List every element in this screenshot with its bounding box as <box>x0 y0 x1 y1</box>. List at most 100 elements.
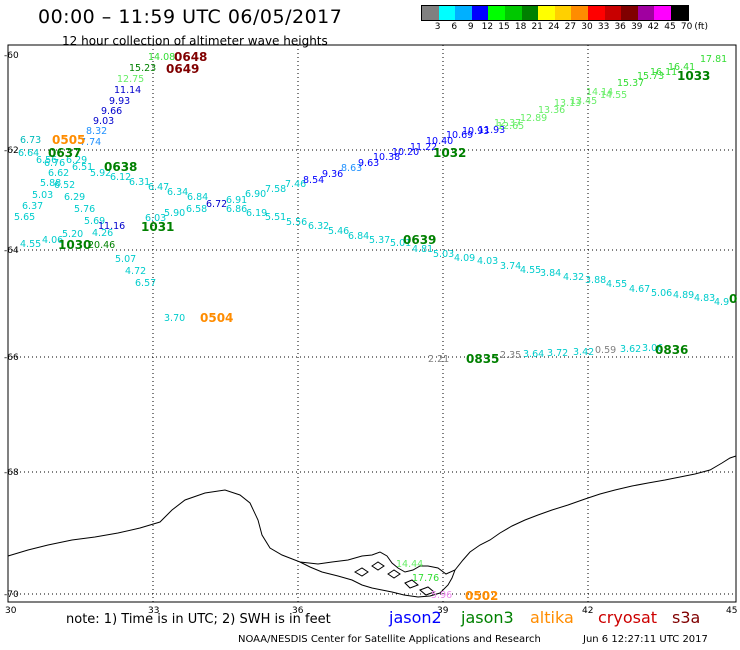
swh-value: 9.03 <box>93 116 114 127</box>
swh-value: 6.56 <box>36 155 57 166</box>
color-scale-label: 27 <box>564 22 577 32</box>
swh-value: 6.34 <box>167 187 188 198</box>
lon-label: 39 <box>437 606 449 616</box>
swh-value: 4.55 <box>606 279 627 290</box>
swh-value: 5.20 <box>62 229 83 240</box>
color-swatch <box>471 6 489 20</box>
color-scale-label: 12 <box>481 22 494 32</box>
lat-label: -70 <box>4 590 19 600</box>
swh-value: 10.40 <box>426 136 453 147</box>
lat-labels: -60 -62 -64 -66 -68 -70 <box>4 51 19 600</box>
swh-value: 8.54 <box>303 175 324 186</box>
swh-value: 16.11 <box>650 67 677 78</box>
pass-id-edge: 0 <box>729 292 737 306</box>
swh-value: 6.37 <box>22 201 43 212</box>
swh-value: 11.14 <box>114 85 141 96</box>
legend-jason2: jason2 <box>389 608 442 627</box>
pass-id: 0835 <box>466 352 499 366</box>
swh-value: 7.58 <box>265 184 286 195</box>
color-scale-bar <box>421 5 689 21</box>
swh-value: 6.72 <box>206 199 227 210</box>
swh-value: 4.26 <box>92 228 113 239</box>
swh-value: 11.16 <box>98 221 125 232</box>
swh-value: 2.21 <box>428 354 449 365</box>
lat-label: -60 <box>4 51 19 61</box>
pass-id: 0504 <box>200 311 233 325</box>
swh-value: 14.44 <box>396 559 423 570</box>
swh-value: 6.03 <box>145 213 166 224</box>
lon-label: 42 <box>582 606 593 616</box>
swh-value: 5.07 <box>115 254 136 265</box>
swh-value: 6.51 <box>72 162 93 173</box>
color-scale-label: 30 <box>581 22 593 32</box>
swh-value: 6.29 <box>64 192 85 203</box>
swh-value: 10.93 <box>462 126 489 137</box>
map-frame <box>7 44 737 603</box>
swh-value: 5.56 <box>286 217 307 228</box>
wave-height-labels: 14.08 15.23 12.75 11.14 9.93 9.66 9.03 8… <box>14 52 729 601</box>
color-swatch <box>455 6 472 20</box>
lon-labels: 30 33 36 39 42 45 <box>5 606 737 616</box>
swh-value: 13.36 <box>538 105 565 116</box>
color-scale-label: 3 <box>434 22 441 32</box>
swh-value: 6.76 <box>44 158 65 169</box>
swh-value: 4.03 <box>477 256 498 267</box>
color-swatch <box>438 6 456 20</box>
generated-timestamp: Jun 6 12:27:11 UTC 2017 <box>583 634 708 645</box>
pass-ids: 0648 0649 0505 0637 0638 1031 1030 1032 … <box>48 50 737 603</box>
swh-value: 4.09 <box>454 253 475 264</box>
swh-value: 4.32 <box>563 272 584 283</box>
pass-id: 0502 <box>465 589 498 603</box>
swh-value: 6.29 <box>66 155 87 166</box>
pass-id: 0649 <box>166 62 199 76</box>
swh-value: 6.86 <box>226 204 247 215</box>
swh-value: 20.46 <box>88 240 115 251</box>
color-scale-label: 70 <box>680 22 693 32</box>
swh-value: 15.37 <box>617 78 644 89</box>
swh-value: 3.42 <box>573 347 594 358</box>
swh-value: 12.89 <box>520 113 547 124</box>
lon-label: 33 <box>148 606 159 616</box>
swh-value: 5.69 <box>84 216 105 227</box>
swh-value: 4.67 <box>629 284 650 295</box>
swh-value: 4.83 <box>694 293 715 304</box>
swh-value: 0.59 <box>595 345 616 356</box>
pass-id: 0648 <box>174 50 207 64</box>
legend-s3a: s3a <box>672 608 701 627</box>
swh-value: 3.74 <box>500 261 521 272</box>
swh-value: 6.12 <box>110 172 131 183</box>
swh-value: 15.73 <box>637 71 664 82</box>
swh-value: 6.47 <box>148 182 169 193</box>
swh-value: 17.76 <box>412 573 439 584</box>
lat-label: -66 <box>4 353 19 363</box>
color-scale-label: 45 <box>664 22 676 32</box>
swh-value: 5.65 <box>14 212 35 223</box>
swh-value: 5.06 <box>651 288 672 299</box>
lat-label: -64 <box>4 246 19 256</box>
color-swatch <box>604 6 622 20</box>
swh-value: 5.03 <box>32 190 53 201</box>
color-scale-label: 15 <box>498 22 510 32</box>
swh-value: 7.46 <box>285 179 306 190</box>
swh-value: 16.41 <box>668 62 695 73</box>
pass-id: 0836 <box>655 343 688 357</box>
swh-value: 5.46 <box>328 226 349 237</box>
swh-value: 10.69 <box>446 130 473 141</box>
pass-id: 0505 <box>52 133 85 147</box>
swh-value: 4.55 <box>520 265 541 276</box>
swh-value: 6.91 <box>226 195 247 206</box>
color-swatch <box>521 6 539 20</box>
swh-value: 2.35 <box>500 350 521 361</box>
color-scale-label: 6 <box>451 22 458 32</box>
swh-value: 10.20 <box>392 147 419 158</box>
lon-label: 36 <box>292 606 304 616</box>
swh-value: 9.36 <box>322 169 343 180</box>
swh-value: 10.38 <box>373 152 400 163</box>
swh-value: 6.19 <box>246 208 267 219</box>
credit-line: NOAA/NESDIS Center for Satellite Applica… <box>238 634 541 645</box>
swh-value: 5.37 <box>369 235 390 246</box>
swh-value: 6.31 <box>129 177 150 188</box>
swh-value: 6.64 <box>18 148 39 159</box>
color-swatch <box>488 6 505 20</box>
